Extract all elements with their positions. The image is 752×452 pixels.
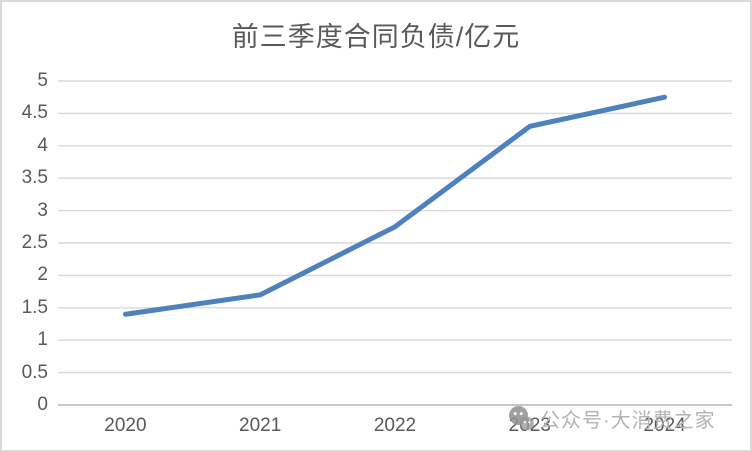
y-tick-label: 0 (37, 394, 48, 415)
y-tick-label: 5 (37, 70, 48, 91)
x-tick-label: 2020 (104, 415, 147, 436)
x-tick-label: 2023 (508, 415, 551, 436)
y-tick-label: 0.5 (21, 361, 48, 383)
chart-title: 前三季度合同负债/亿元 (231, 22, 521, 52)
x-tick-label: 2022 (373, 415, 417, 436)
x-tick-label: 2021 (239, 415, 282, 436)
data-series-line (122, 94, 668, 317)
y-tick-label: 4.5 (21, 102, 48, 124)
y-tick-label: 4 (37, 134, 48, 156)
x-tick-label: 2024 (643, 415, 686, 436)
y-tick-label: 1 (37, 329, 48, 351)
y-tick-label: 2 (37, 264, 48, 286)
y-tick-label: 3 (37, 199, 48, 221)
y-tick-label: 1.5 (21, 296, 48, 318)
y-tick-label: 3.5 (21, 167, 48, 189)
y-tick-label: 2.5 (21, 232, 48, 253)
